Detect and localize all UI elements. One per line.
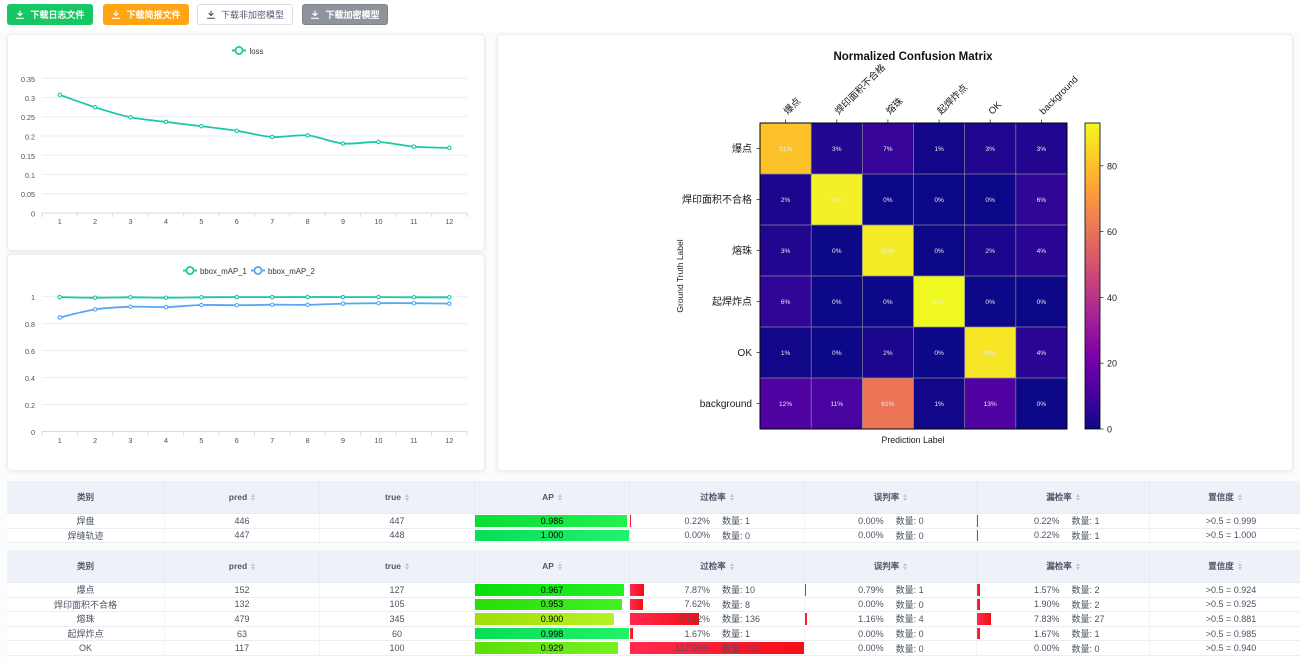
svg-text:0.8: 0.8 — [25, 320, 35, 329]
svg-text:2%: 2% — [985, 248, 995, 255]
svg-text:0.25: 0.25 — [21, 113, 35, 122]
svg-text:起焊炸点: 起焊炸点 — [935, 81, 971, 117]
svg-text:0: 0 — [31, 428, 35, 437]
svg-text:4: 4 — [164, 217, 168, 226]
svg-text:91%: 91% — [830, 197, 843, 204]
svg-text:2: 2 — [93, 436, 97, 445]
svg-text:0.05: 0.05 — [21, 190, 35, 199]
svg-text:3%: 3% — [832, 146, 842, 153]
svg-text:0.35: 0.35 — [21, 75, 35, 84]
svg-text:7: 7 — [270, 217, 274, 226]
svg-text:0%: 0% — [832, 299, 842, 306]
svg-text:0.1: 0.1 — [25, 171, 35, 180]
svg-text:7%: 7% — [883, 146, 893, 153]
svg-text:background: background — [700, 399, 752, 410]
svg-text:8: 8 — [306, 217, 310, 226]
svg-text:0%: 0% — [1037, 299, 1047, 306]
svg-text:0.2: 0.2 — [25, 401, 35, 410]
svg-text:爆点: 爆点 — [781, 95, 803, 117]
svg-text:4%: 4% — [1037, 350, 1047, 357]
svg-text:bbox_mAP_1: bbox_mAP_1 — [200, 267, 247, 276]
svg-text:81%: 81% — [779, 146, 792, 153]
svg-text:61%: 61% — [881, 401, 894, 408]
svg-text:1%: 1% — [934, 401, 944, 408]
svg-text:10: 10 — [375, 217, 383, 226]
svg-text:0.4: 0.4 — [25, 374, 35, 383]
svg-text:20: 20 — [1107, 359, 1117, 369]
svg-text:熔珠: 熔珠 — [884, 95, 906, 117]
svg-text:3: 3 — [129, 217, 133, 226]
svg-text:9: 9 — [341, 436, 345, 445]
svg-text:9: 9 — [341, 217, 345, 226]
svg-text:焊印面积不合格: 焊印面积不合格 — [832, 61, 888, 117]
svg-text:8: 8 — [306, 436, 310, 445]
svg-text:93%: 93% — [932, 299, 945, 306]
svg-text:5: 5 — [199, 217, 203, 226]
svg-text:起焊炸点: 起焊炸点 — [712, 296, 752, 308]
svg-text:13%: 13% — [984, 401, 997, 408]
svg-text:0.15: 0.15 — [21, 152, 35, 161]
svg-text:4: 4 — [164, 436, 168, 445]
svg-text:5: 5 — [199, 436, 203, 445]
svg-text:1: 1 — [58, 217, 62, 226]
svg-text:6%: 6% — [1037, 197, 1047, 204]
svg-text:loss: loss — [250, 47, 264, 56]
svg-text:2%: 2% — [883, 350, 893, 357]
svg-text:1%: 1% — [781, 350, 791, 357]
svg-text:0%: 0% — [934, 350, 944, 357]
svg-text:爆点: 爆点 — [732, 143, 752, 155]
svg-text:0%: 0% — [832, 248, 842, 255]
svg-text:3%: 3% — [781, 248, 791, 255]
svg-text:熔珠: 熔珠 — [732, 244, 752, 257]
svg-text:0%: 0% — [934, 248, 944, 255]
svg-text:焊印面积不合格: 焊印面积不合格 — [682, 193, 752, 206]
svg-text:0%: 0% — [985, 197, 995, 204]
svg-text:0: 0 — [31, 210, 35, 219]
svg-text:OK: OK — [987, 99, 1005, 117]
svg-text:3: 3 — [129, 436, 133, 445]
svg-text:background: background — [1038, 74, 1081, 117]
svg-text:0%: 0% — [985, 299, 995, 306]
svg-text:80: 80 — [1107, 161, 1117, 171]
svg-text:60: 60 — [1107, 227, 1117, 237]
svg-text:40: 40 — [1107, 293, 1117, 303]
svg-text:OK: OK — [738, 348, 753, 359]
svg-text:0%: 0% — [1037, 401, 1047, 408]
svg-text:12: 12 — [445, 217, 453, 226]
svg-text:11: 11 — [410, 217, 417, 226]
svg-text:11%: 11% — [830, 401, 843, 408]
svg-text:89%: 89% — [984, 350, 997, 357]
svg-text:0%: 0% — [883, 299, 893, 306]
svg-text:10: 10 — [375, 436, 383, 445]
svg-text:2: 2 — [93, 217, 97, 226]
svg-text:0.3: 0.3 — [25, 94, 35, 103]
svg-text:Prediction Label: Prediction Label — [881, 435, 944, 445]
svg-text:11: 11 — [410, 436, 417, 445]
svg-text:3%: 3% — [985, 146, 995, 153]
svg-text:0%: 0% — [832, 350, 842, 357]
svg-text:0: 0 — [1107, 425, 1112, 435]
svg-text:bbox_mAP_2: bbox_mAP_2 — [268, 267, 315, 276]
svg-text:7: 7 — [270, 436, 274, 445]
svg-text:Normalized Confusion Matrix: Normalized Confusion Matrix — [833, 51, 993, 63]
svg-text:3%: 3% — [1037, 146, 1047, 153]
svg-text:1: 1 — [58, 436, 62, 445]
svg-text:Ground Truth Label: Ground Truth Label — [675, 239, 685, 312]
svg-text:0%: 0% — [883, 197, 893, 204]
svg-text:4%: 4% — [1037, 248, 1047, 255]
svg-text:90%: 90% — [881, 248, 894, 255]
svg-text:0.2: 0.2 — [25, 133, 35, 142]
svg-text:12%: 12% — [779, 401, 792, 408]
svg-text:6: 6 — [235, 217, 239, 226]
svg-text:0.6: 0.6 — [25, 347, 35, 356]
svg-text:6: 6 — [235, 436, 239, 445]
svg-text:12: 12 — [445, 436, 453, 445]
svg-text:6%: 6% — [781, 299, 791, 306]
svg-text:2%: 2% — [781, 197, 791, 204]
svg-text:1: 1 — [31, 293, 35, 302]
svg-text:1%: 1% — [934, 146, 944, 153]
svg-text:0%: 0% — [934, 197, 944, 204]
